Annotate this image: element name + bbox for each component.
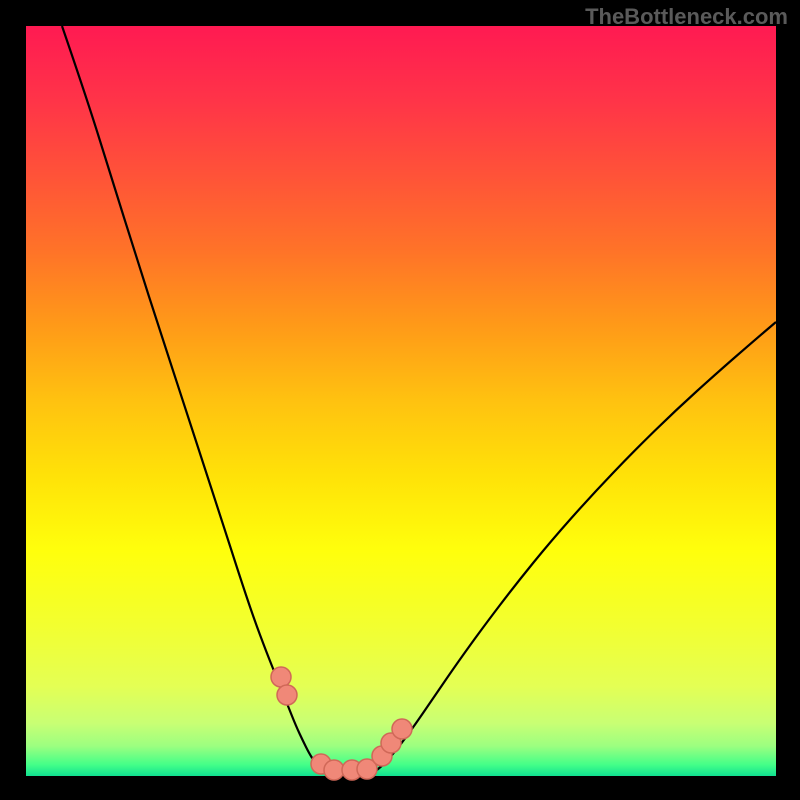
right-curve xyxy=(366,322,776,776)
data-marker xyxy=(277,685,297,705)
data-marker xyxy=(392,719,412,739)
data-marker xyxy=(271,667,291,687)
data-marker xyxy=(324,760,344,780)
curve-layer xyxy=(26,26,776,776)
watermark-text: TheBottleneck.com xyxy=(585,4,788,30)
left-curve xyxy=(62,26,334,776)
marker-group xyxy=(271,667,412,780)
chart-container: TheBottleneck.com xyxy=(0,0,800,800)
plot-area xyxy=(26,26,776,776)
